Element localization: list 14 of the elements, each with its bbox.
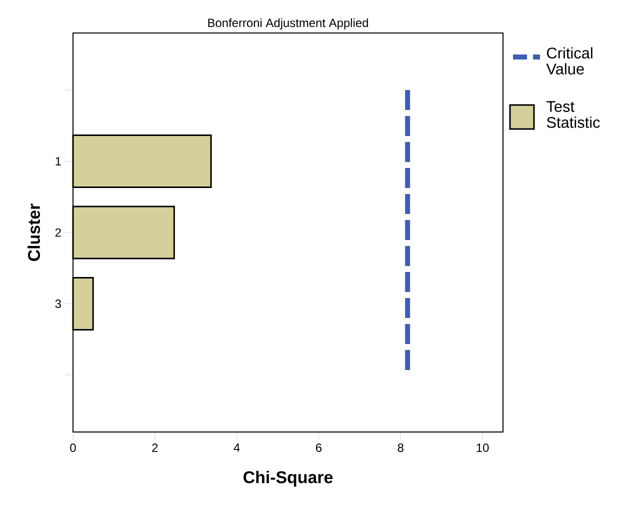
- x-tick-label: 0: [70, 444, 76, 452]
- y-tick-label: 1: [56, 157, 61, 166]
- legend-label: Critical Value: [546, 47, 592, 74]
- y-axis-title: Cluster: [28, 204, 40, 261]
- x-tick-label: 10: [476, 444, 489, 452]
- y-tick-label: 3: [55, 300, 61, 308]
- x-tick-label: 8: [398, 444, 404, 452]
- x-tick-label: 4: [234, 444, 240, 452]
- legend-label: Test Statistic: [546, 101, 600, 128]
- x-tick-label: 2: [152, 444, 158, 452]
- chart-title: Bonferroni Adjustment Applied: [208, 18, 368, 30]
- y-tick-label: 2: [55, 228, 61, 237]
- x-axis-title: Chi-Square: [244, 470, 333, 487]
- x-tick-label: 6: [316, 444, 322, 452]
